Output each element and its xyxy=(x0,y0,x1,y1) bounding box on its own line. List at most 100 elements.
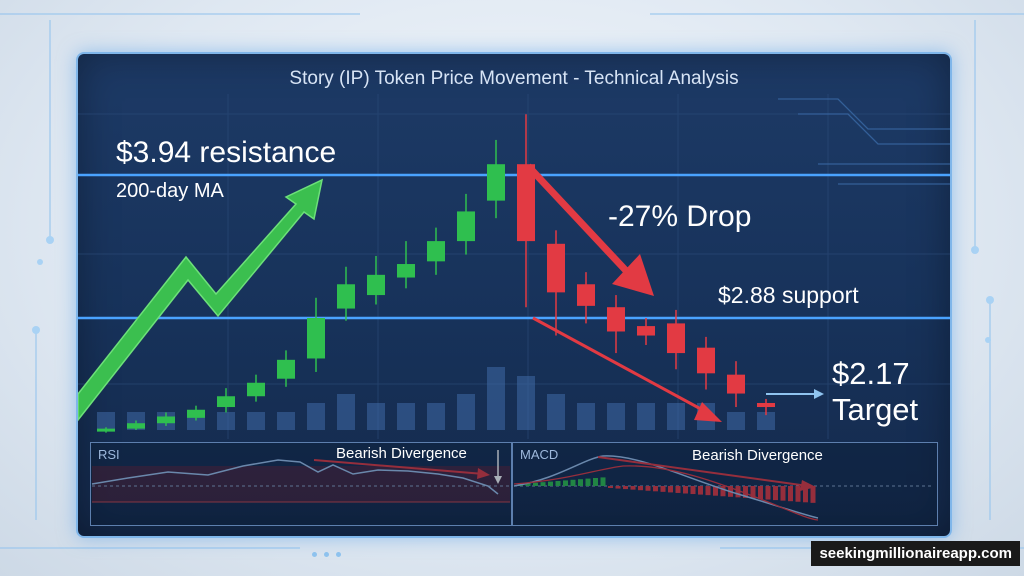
rsi-chart xyxy=(91,450,510,503)
volume-bar xyxy=(547,394,565,430)
volume-bar xyxy=(667,403,685,430)
rsi-line xyxy=(91,459,499,495)
chart-title: Story (IP) Token Price Movement - Techni… xyxy=(289,68,739,89)
volume-bar xyxy=(577,403,595,430)
candle-body xyxy=(217,396,235,408)
macd-divergence-arrow xyxy=(597,456,809,487)
macd-signal-line xyxy=(513,465,819,521)
macd-histogram-bar xyxy=(570,479,576,486)
macd-histogram-bar xyxy=(630,486,636,490)
candle-body xyxy=(367,274,385,296)
macd-histogram-bar xyxy=(653,486,658,492)
uptrend-arrow xyxy=(78,178,324,422)
candle-body xyxy=(97,428,115,432)
macd-histogram-bar xyxy=(525,483,531,486)
volume-bar xyxy=(337,394,355,430)
downtrend-arrow-shaft xyxy=(532,316,711,416)
volume-bar xyxy=(217,412,235,430)
candle-body xyxy=(547,243,565,293)
candle-body xyxy=(307,318,325,359)
macd-histogram-bar xyxy=(555,481,561,486)
macd-histogram-bar xyxy=(735,486,741,498)
target-arrow-head xyxy=(814,389,824,399)
volume-bar xyxy=(517,376,535,430)
macd-chart xyxy=(513,455,934,521)
macd-histogram-bar xyxy=(780,486,786,501)
volume-bar xyxy=(367,403,385,430)
page-indicator-dot xyxy=(324,552,329,557)
candle-body xyxy=(337,284,355,309)
rsi-panel xyxy=(90,442,512,526)
macd-panel xyxy=(512,442,938,526)
drop-label: -27% Drop xyxy=(608,200,752,233)
macd-histogram-bar xyxy=(593,478,598,486)
rsi-label: RSI xyxy=(98,447,120,462)
macd-histogram-bar xyxy=(578,479,583,486)
watermark: seekingmillionaireapp.com xyxy=(811,541,1020,566)
macd-histogram-bar xyxy=(668,486,673,493)
volume-bar xyxy=(487,367,505,430)
candle-body xyxy=(247,382,265,397)
macd-histogram-bar xyxy=(720,486,726,497)
macd-histogram-bar xyxy=(660,486,666,492)
macd-histogram-bar xyxy=(810,486,816,503)
macd-histogram-bar xyxy=(690,486,696,495)
macd-histogram-bar xyxy=(773,486,778,501)
support-label: $2.88 support xyxy=(718,282,859,308)
macd-histogram-bar xyxy=(750,486,756,499)
macd-histogram-bar xyxy=(683,486,688,494)
grid-lines xyxy=(78,94,950,439)
volume-bar xyxy=(247,412,265,430)
candle-body xyxy=(157,416,175,424)
macd-histogram-bar xyxy=(533,482,538,486)
macd-divergence-label: Bearish Divergence xyxy=(692,447,823,464)
candle-body xyxy=(397,264,415,278)
page-indicator-dot xyxy=(312,552,317,557)
macd-histogram-bar xyxy=(675,486,681,493)
volume-bar xyxy=(397,403,415,430)
downtrend-arrow-head xyxy=(694,402,722,422)
candle-body xyxy=(697,347,715,374)
macd-histogram-bar xyxy=(608,486,613,488)
resistance-label: $3.94 resistance xyxy=(116,136,337,169)
volume-bar xyxy=(277,412,295,430)
candlestick-chart xyxy=(78,94,950,521)
macd-histogram-bar xyxy=(788,486,793,502)
rsi-divergence-arrow xyxy=(313,459,485,475)
candle-body xyxy=(517,164,535,242)
rsi-divergence-label: Bearish Divergence xyxy=(336,445,467,462)
candle-body xyxy=(187,409,205,418)
target-word-label: Target xyxy=(832,392,919,427)
candle-body xyxy=(607,307,625,332)
candle-body xyxy=(667,323,685,354)
macd-histogram-bar xyxy=(638,486,643,491)
candle-body xyxy=(427,241,445,262)
macd-histogram-bar xyxy=(540,482,546,486)
candles xyxy=(97,114,775,433)
macd-histogram-bar xyxy=(795,486,801,502)
volume-bar xyxy=(637,403,655,430)
macd-histogram-bar xyxy=(623,486,628,490)
macd-histogram-bar xyxy=(563,480,568,486)
macd-histogram-bar xyxy=(645,486,651,491)
macd-histogram-bar xyxy=(600,477,606,486)
macd-histogram-bar xyxy=(765,486,771,500)
volume-bar xyxy=(607,403,625,430)
volume-bar xyxy=(457,394,475,430)
volume-bar xyxy=(727,412,745,430)
ma-label: 200-day MA xyxy=(116,180,224,202)
chart-panel: Story (IP) Token Price Movement - Techni… xyxy=(76,52,952,538)
candle-body xyxy=(457,211,475,242)
macd-histogram-bar xyxy=(698,486,703,495)
volume-bars xyxy=(97,367,775,430)
candle-body xyxy=(637,326,655,336)
macd-histogram-bar xyxy=(548,481,553,486)
volume-bar xyxy=(757,412,775,430)
candle-body xyxy=(577,284,595,306)
macd-label: MACD xyxy=(520,447,559,462)
macd-histogram-bar xyxy=(585,478,591,486)
drop-arrow-head xyxy=(612,254,654,296)
volume-bar xyxy=(427,403,445,430)
drop-arrow-shaft xyxy=(525,163,634,279)
volume-bar xyxy=(307,403,325,430)
